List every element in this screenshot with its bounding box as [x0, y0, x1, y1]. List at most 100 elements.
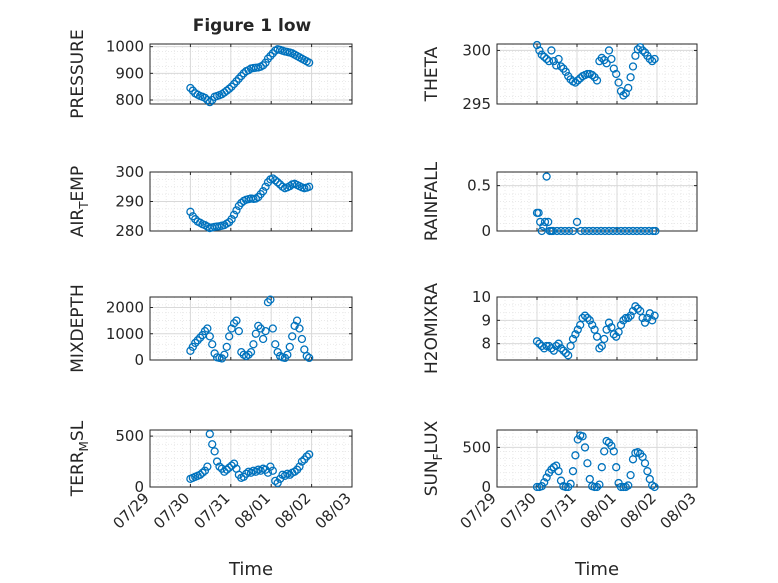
y-axis-label: TERRMSL — [68, 420, 91, 497]
data-point — [554, 339, 563, 348]
data-point — [578, 432, 587, 441]
data-point — [537, 50, 546, 59]
data-point — [258, 187, 268, 196]
data-point — [552, 226, 562, 236]
data-point — [640, 459, 650, 468]
data-point — [222, 86, 231, 95]
data-series — [186, 174, 314, 233]
data-point — [645, 54, 654, 64]
x-tick-label: 08/02 — [617, 489, 660, 532]
y-tick-label: 0.5 — [467, 177, 491, 195]
data-point — [268, 466, 277, 475]
data-point — [616, 86, 626, 96]
data-point — [186, 207, 195, 216]
data-point — [305, 58, 314, 67]
data-point — [256, 324, 265, 333]
data-point — [542, 172, 551, 181]
data-point — [648, 226, 658, 236]
data-point — [588, 226, 598, 236]
data-point — [203, 324, 212, 333]
data-point — [568, 226, 578, 236]
data-point — [584, 226, 594, 236]
data-point — [220, 467, 229, 476]
data-point — [203, 462, 212, 471]
data-point — [651, 226, 660, 236]
data-point — [246, 468, 256, 477]
data-point — [588, 70, 597, 80]
x-tick-label: 08/02 — [271, 489, 314, 532]
subplot-1: 800 900 1000 PRESSURE — [68, 29, 353, 119]
minor-grid — [497, 172, 697, 231]
data-series — [186, 295, 314, 363]
data-series — [532, 431, 659, 492]
data-point — [208, 440, 217, 449]
x-tick-label: 07/30 — [150, 489, 193, 532]
data-point — [234, 74, 244, 83]
data-point — [540, 478, 549, 487]
data-point — [592, 482, 602, 492]
y-axis-label: RAINFALL — [422, 161, 442, 241]
y-tick-label: 500 — [462, 438, 491, 456]
y-tick-label: 300 — [115, 163, 144, 181]
data-point — [626, 73, 635, 82]
data-point — [302, 351, 311, 361]
data-point — [650, 54, 659, 64]
data-point — [549, 56, 558, 66]
data-point — [592, 76, 602, 85]
data-point — [636, 306, 645, 316]
data-point — [544, 217, 553, 227]
y-tick-label: 800 — [115, 91, 144, 109]
data-point — [600, 334, 609, 344]
data-point — [573, 325, 582, 334]
data-point — [568, 467, 578, 476]
data-point — [225, 84, 234, 93]
data-point — [648, 316, 657, 325]
data-point — [573, 76, 582, 85]
data-series — [532, 40, 659, 100]
subplot-2: 295 300 THETA — [422, 40, 698, 113]
data-point — [590, 325, 599, 334]
data-point — [198, 468, 207, 477]
data-point — [614, 327, 623, 337]
data-point — [254, 321, 263, 331]
data-point — [640, 318, 650, 327]
data-point — [212, 457, 222, 466]
data-point — [592, 332, 602, 341]
data-point — [607, 54, 616, 64]
data-point — [564, 226, 574, 236]
data-point — [580, 311, 590, 320]
data-point — [559, 346, 568, 355]
data-point — [222, 465, 231, 474]
data-point — [572, 217, 582, 227]
data-point — [561, 67, 570, 77]
x-tick-label: 08/01 — [577, 489, 620, 532]
data-point — [539, 222, 548, 231]
x-tick-label: 07/29 — [110, 489, 153, 532]
axes-box — [496, 296, 698, 361]
y-tick-label: 1000 — [106, 325, 144, 343]
data-point — [576, 320, 585, 330]
data-point — [244, 350, 253, 359]
data-point — [535, 339, 544, 348]
data-point — [571, 330, 580, 339]
data-point — [227, 82, 236, 91]
data-point — [246, 347, 256, 357]
data-point — [268, 49, 277, 58]
data-point — [280, 471, 290, 480]
data-point — [193, 336, 202, 345]
data-point — [650, 311, 659, 320]
data-series — [532, 172, 660, 236]
data-point — [604, 226, 614, 236]
data-point — [628, 62, 638, 71]
y-tick-label: 280 — [115, 222, 144, 240]
major-grid — [150, 430, 353, 487]
y-axis-label: AIRTEMP — [68, 166, 91, 237]
y-axis-label: MIXDEPTH — [68, 284, 88, 373]
data-point — [608, 226, 618, 236]
data-point — [624, 481, 633, 490]
data-point — [205, 332, 214, 341]
y-tick-label: 0 — [134, 351, 144, 369]
data-point — [604, 46, 614, 55]
data-point — [624, 313, 633, 323]
